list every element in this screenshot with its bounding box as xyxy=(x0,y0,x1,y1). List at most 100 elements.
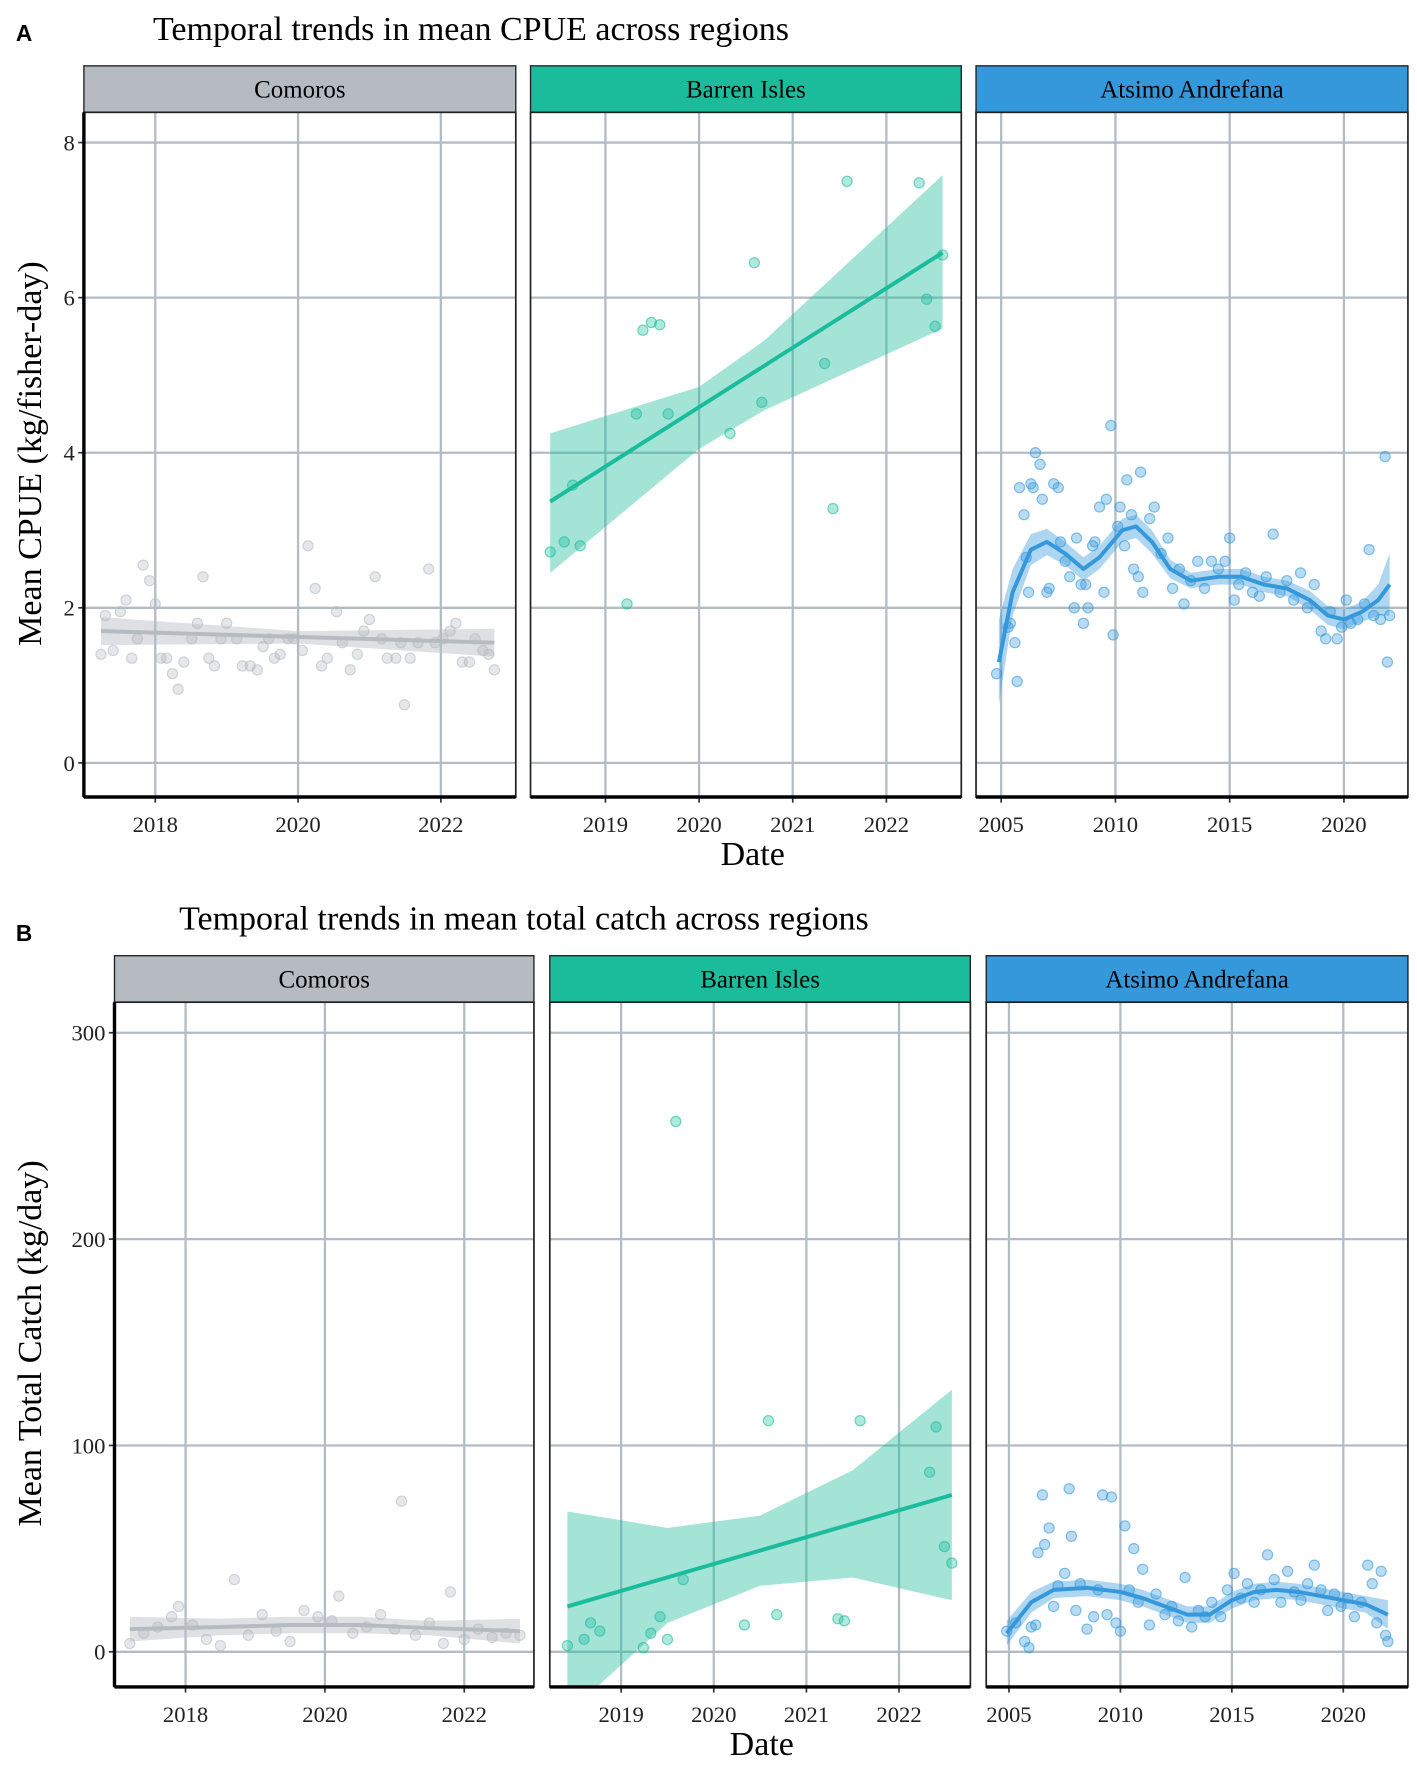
data-point xyxy=(1206,1596,1218,1608)
data-point xyxy=(1023,1642,1035,1654)
data-point xyxy=(654,1611,666,1623)
y-tick-label: 300 xyxy=(71,1021,105,1046)
x-tick-label: 2010 xyxy=(1093,812,1138,837)
data-point xyxy=(771,1608,783,1621)
data-point xyxy=(1134,466,1147,478)
data-point xyxy=(1166,582,1179,595)
data-point xyxy=(137,559,149,571)
facet-atsimo-andrefana: Atsimo Andrefana 2005 2010 2015 2020 xyxy=(975,65,1409,837)
data-point xyxy=(661,1633,674,1646)
data-point xyxy=(1107,629,1119,641)
data-point xyxy=(584,1617,597,1629)
data-point xyxy=(208,660,221,672)
y-tick-label: 0 xyxy=(63,751,74,776)
data-point xyxy=(444,625,456,637)
data-point xyxy=(1224,532,1236,544)
data-point xyxy=(1105,419,1117,432)
data-point xyxy=(913,177,925,189)
data-point xyxy=(1121,474,1133,486)
plot-area xyxy=(990,419,1396,705)
data-point xyxy=(1080,578,1092,591)
data-point xyxy=(1034,458,1046,471)
data-point xyxy=(369,571,381,583)
x-tick-label: 2020 xyxy=(302,1702,347,1727)
data-point xyxy=(1065,1530,1078,1542)
data-point xyxy=(1301,1578,1314,1590)
data-point xyxy=(236,660,249,672)
data-point xyxy=(251,664,264,676)
data-point xyxy=(395,1495,408,1507)
data-point xyxy=(1294,567,1307,579)
data-point xyxy=(1148,501,1160,513)
data-point xyxy=(398,699,411,711)
data-point xyxy=(1383,609,1396,622)
x-tick-label: 2020 xyxy=(275,812,320,837)
data-point xyxy=(1114,1625,1127,1637)
x-tick-label: 2021 xyxy=(770,812,815,837)
data-point xyxy=(1112,520,1124,533)
trend-line xyxy=(549,250,944,504)
data-point xyxy=(1077,617,1090,629)
data-point xyxy=(1267,528,1279,540)
data-point xyxy=(200,1633,213,1646)
panel-b-ylabel: Mean Total Catch (kg/day) xyxy=(12,1160,49,1526)
panel-b-title: Temporal trends in mean total catch acro… xyxy=(179,901,869,938)
y-tick-label: 100 xyxy=(71,1433,105,1458)
x-tick-label: 2022 xyxy=(442,1702,487,1727)
data-point xyxy=(1027,481,1039,494)
plot-area xyxy=(561,1115,958,1687)
panel-a-ylabel: Mean CPUE (kg/fisher-day) xyxy=(12,261,49,646)
data-point xyxy=(409,1629,422,1641)
data-point xyxy=(1253,590,1266,602)
data-point xyxy=(1093,501,1106,513)
data-point xyxy=(1068,602,1080,614)
plot-area xyxy=(95,540,501,711)
data-point xyxy=(165,1611,178,1623)
data-point xyxy=(1331,633,1343,645)
data-point xyxy=(274,648,286,661)
facet-strip-label: Barren Isles xyxy=(686,77,806,104)
facet-barren-isles: Barren Isles 2019 2020 2021 2022 xyxy=(529,65,963,837)
data-point xyxy=(637,324,649,336)
y-tick-label: 200 xyxy=(71,1227,105,1252)
data-point xyxy=(486,1631,498,1644)
data-point xyxy=(172,1600,185,1613)
plot-area xyxy=(124,1495,526,1652)
data-point xyxy=(832,1613,844,1625)
data-point xyxy=(1047,1600,1060,1613)
facet-strip-label: Atsimo Andrefana xyxy=(1100,77,1283,104)
data-point xyxy=(450,617,462,629)
data-point xyxy=(1036,493,1048,505)
data-point xyxy=(645,316,657,329)
data-point xyxy=(1030,1619,1042,1631)
confidence-band xyxy=(1006,1579,1388,1646)
data-point xyxy=(1228,1567,1240,1580)
data-point xyxy=(1032,1547,1044,1559)
data-point xyxy=(838,1615,851,1627)
plot-area xyxy=(1001,1483,1394,1654)
data-point xyxy=(1052,481,1064,494)
data-point xyxy=(1137,1563,1149,1575)
data-point xyxy=(1348,1611,1361,1623)
data-point xyxy=(1179,1571,1191,1584)
facet-strip xyxy=(549,955,972,1003)
data-point xyxy=(270,1625,282,1637)
data-point xyxy=(107,644,119,657)
data-point xyxy=(242,1629,254,1641)
panel-a-title: Temporal trends in mean CPUE across regi… xyxy=(153,11,789,48)
data-point xyxy=(738,1619,750,1631)
data-point xyxy=(114,606,126,618)
data-point xyxy=(149,598,161,610)
facet-comoros: Comoros 2018 2020 2022 xyxy=(82,65,517,837)
x-tick-label: 2022 xyxy=(418,812,463,837)
data-point xyxy=(1070,1604,1082,1617)
data-point xyxy=(1379,1629,1392,1641)
data-point xyxy=(558,536,570,548)
data-point xyxy=(946,1557,958,1569)
data-point xyxy=(214,1639,227,1652)
data-point xyxy=(1367,609,1380,622)
data-point xyxy=(1288,594,1300,606)
data-point xyxy=(463,656,476,668)
data-point xyxy=(1363,543,1375,556)
